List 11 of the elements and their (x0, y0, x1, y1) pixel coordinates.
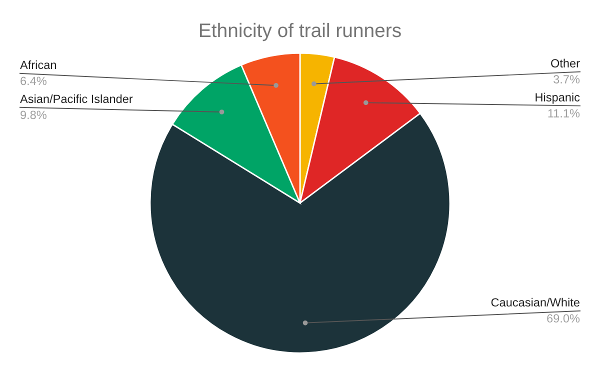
data-label: 6.4% (20, 76, 46, 86)
slice-label: African (20, 60, 56, 70)
slice-label: Hispanic (536, 92, 580, 104)
slice-label: Caucasian/White (491, 298, 580, 307)
data-label: 69.0% (547, 314, 580, 323)
data-label: 11.1% (548, 109, 580, 118)
data-label: 9.8% (20, 110, 46, 120)
data-label: 3.7% (554, 75, 580, 84)
chart-title: Ethnicity of trail runners (200, 22, 401, 42)
slice-label: Asian/Pacific Islander (20, 94, 133, 104)
slice-label: Other (551, 58, 580, 68)
